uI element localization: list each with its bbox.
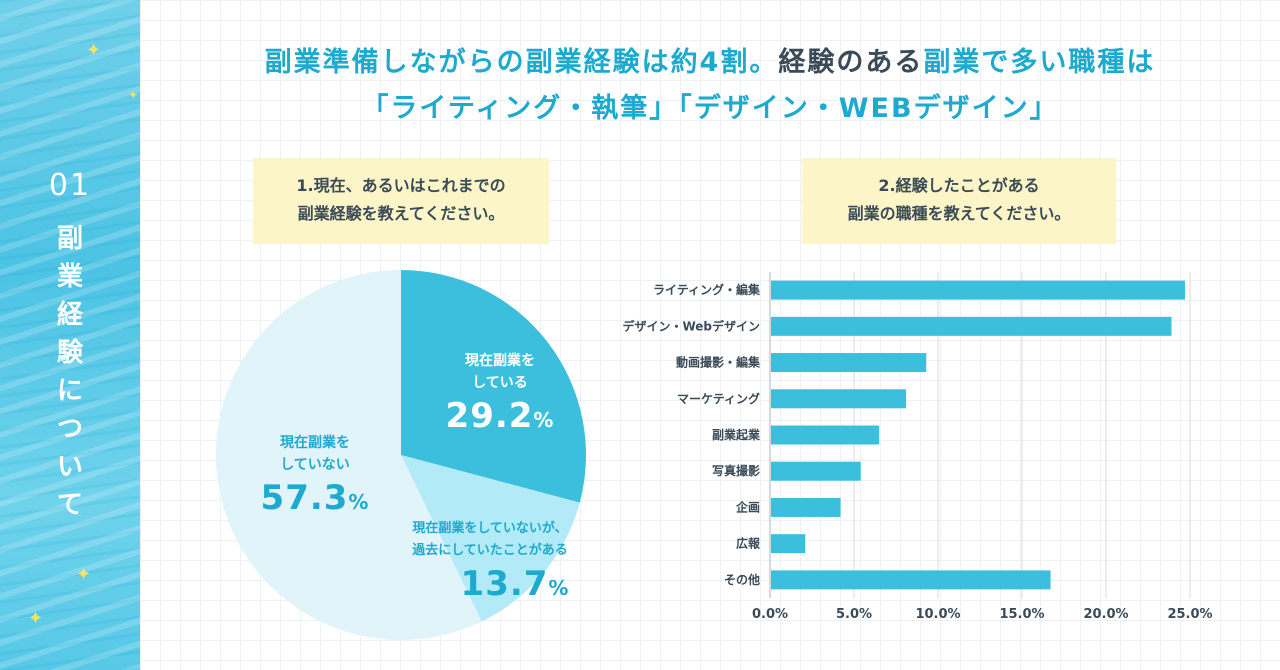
section-title-char: て bbox=[56, 490, 83, 520]
section-title: 副 業 経 験 に つ い て bbox=[0, 220, 140, 524]
question-1-line-2: 副業経験を教えてください。 bbox=[297, 204, 505, 223]
section-title-char: つ bbox=[56, 414, 83, 444]
question-1-line-1: 1.現在、あるいはこれまでの bbox=[296, 176, 506, 195]
pie-slice-2 bbox=[216, 270, 482, 641]
sparkle-icon: ✦ bbox=[86, 40, 102, 61]
pie-value-unit: % bbox=[533, 408, 555, 432]
pie-label-line: している bbox=[472, 375, 528, 391]
pie-value-number: 29.2 bbox=[445, 396, 534, 436]
bar bbox=[771, 353, 927, 373]
bar-category-label: 広報 bbox=[736, 536, 761, 551]
headline-part: 経験のある bbox=[778, 47, 924, 78]
pie-value-unit: % bbox=[548, 576, 570, 600]
pie-value: 13.7% bbox=[438, 562, 592, 610]
headline-part: 副業準備しながらの副業経験は約4割。 bbox=[264, 47, 779, 78]
bar-category-label: 動画撮影・編集 bbox=[676, 355, 761, 370]
bar bbox=[771, 316, 1172, 336]
pie-value: 57.3% bbox=[222, 476, 408, 524]
page-headline: 副業準備しながらの副業経験は約4割。経験のある副業で多い職種は 「ライティング・… bbox=[140, 40, 1280, 132]
question-2-box: 2.経験したことがある 副業の職種を教えてください。 bbox=[802, 158, 1116, 244]
x-tick-label: 15.0% bbox=[999, 607, 1044, 622]
bar-category-label: その他 bbox=[724, 572, 760, 587]
headline-part: 副業で多い職種は bbox=[923, 47, 1156, 78]
bar-category-label: 副業起業 bbox=[712, 427, 761, 442]
bar bbox=[771, 497, 841, 517]
section-title-char: 経 bbox=[56, 300, 83, 330]
pie-slice-0 bbox=[401, 270, 586, 503]
pie-value-number: 57.3 bbox=[260, 478, 349, 518]
pie-label-line: していない bbox=[280, 457, 350, 473]
x-tick-label: 25.0% bbox=[1167, 607, 1212, 622]
bar-category-label: ライティング・編集 bbox=[653, 282, 761, 297]
question-2-line-1: 2.経験したことがある bbox=[878, 176, 1040, 195]
x-tick-label: 0.0% bbox=[752, 607, 788, 622]
bar-category-label: 企画 bbox=[735, 499, 760, 514]
sparkle-icon: ✦ bbox=[28, 608, 44, 629]
bar bbox=[771, 425, 880, 445]
sidebar: 01 副 業 経 験 に つ い て ✦ ✦ ✦ ✦ bbox=[0, 0, 140, 670]
pie-value: 29.2% bbox=[415, 394, 585, 442]
pie-label-doing: 現在副業を している 29.2% bbox=[415, 350, 585, 442]
bar-category-label: デザイン・Webデザイン bbox=[622, 318, 760, 333]
section-title-char: 副 bbox=[56, 224, 83, 254]
section-title-char: 業 bbox=[56, 262, 83, 292]
pie-label-not: 現在副業を していない 57.3% bbox=[222, 432, 408, 524]
pie-label-past: 現在副業をしていないが、 過去にしていたことがある 13.7% bbox=[388, 518, 592, 610]
x-tick-label: 5.0% bbox=[836, 607, 872, 622]
sparkle-icon: ✦ bbox=[76, 564, 92, 585]
x-tick-label: 20.0% bbox=[1083, 607, 1128, 622]
question-2-line-2: 副業の職種を教えてください。 bbox=[847, 204, 1071, 223]
section-title-char: に bbox=[56, 376, 83, 406]
x-tick-label: 10.0% bbox=[915, 607, 960, 622]
pie-label-line: 過去にしていたことがある bbox=[412, 543, 568, 558]
pie-value-number: 13.7 bbox=[460, 564, 549, 604]
pie-label-line: 現在副業を bbox=[465, 353, 535, 369]
pie-slice-1 bbox=[401, 455, 580, 622]
bar bbox=[771, 280, 1185, 300]
bar bbox=[771, 389, 907, 409]
bar bbox=[771, 461, 861, 481]
sparkle-icon: ✦ bbox=[128, 88, 139, 102]
bar bbox=[771, 534, 806, 554]
headline-line-1: 副業準備しながらの副業経験は約4割。経験のある副業で多い職種は bbox=[140, 40, 1280, 86]
pie-label-line: 現在副業を bbox=[280, 435, 350, 451]
bar-category-label: 写真撮影 bbox=[712, 463, 760, 478]
pie-value-unit: % bbox=[348, 490, 370, 514]
bar-category-label: マーケティング bbox=[677, 391, 760, 406]
section-number: 01 bbox=[48, 168, 92, 203]
pie-label-line: 現在副業をしていないが、 bbox=[412, 521, 568, 536]
bar bbox=[771, 570, 1051, 590]
headline-line-2: 「ライティング・執筆」「デザイン・WEBデザイン」 bbox=[361, 93, 1059, 124]
section-title-char: い bbox=[56, 452, 83, 482]
section-title-char: 験 bbox=[56, 338, 83, 368]
question-1-box: 1.現在、あるいはこれまでの 副業経験を教えてください。 bbox=[253, 158, 549, 244]
